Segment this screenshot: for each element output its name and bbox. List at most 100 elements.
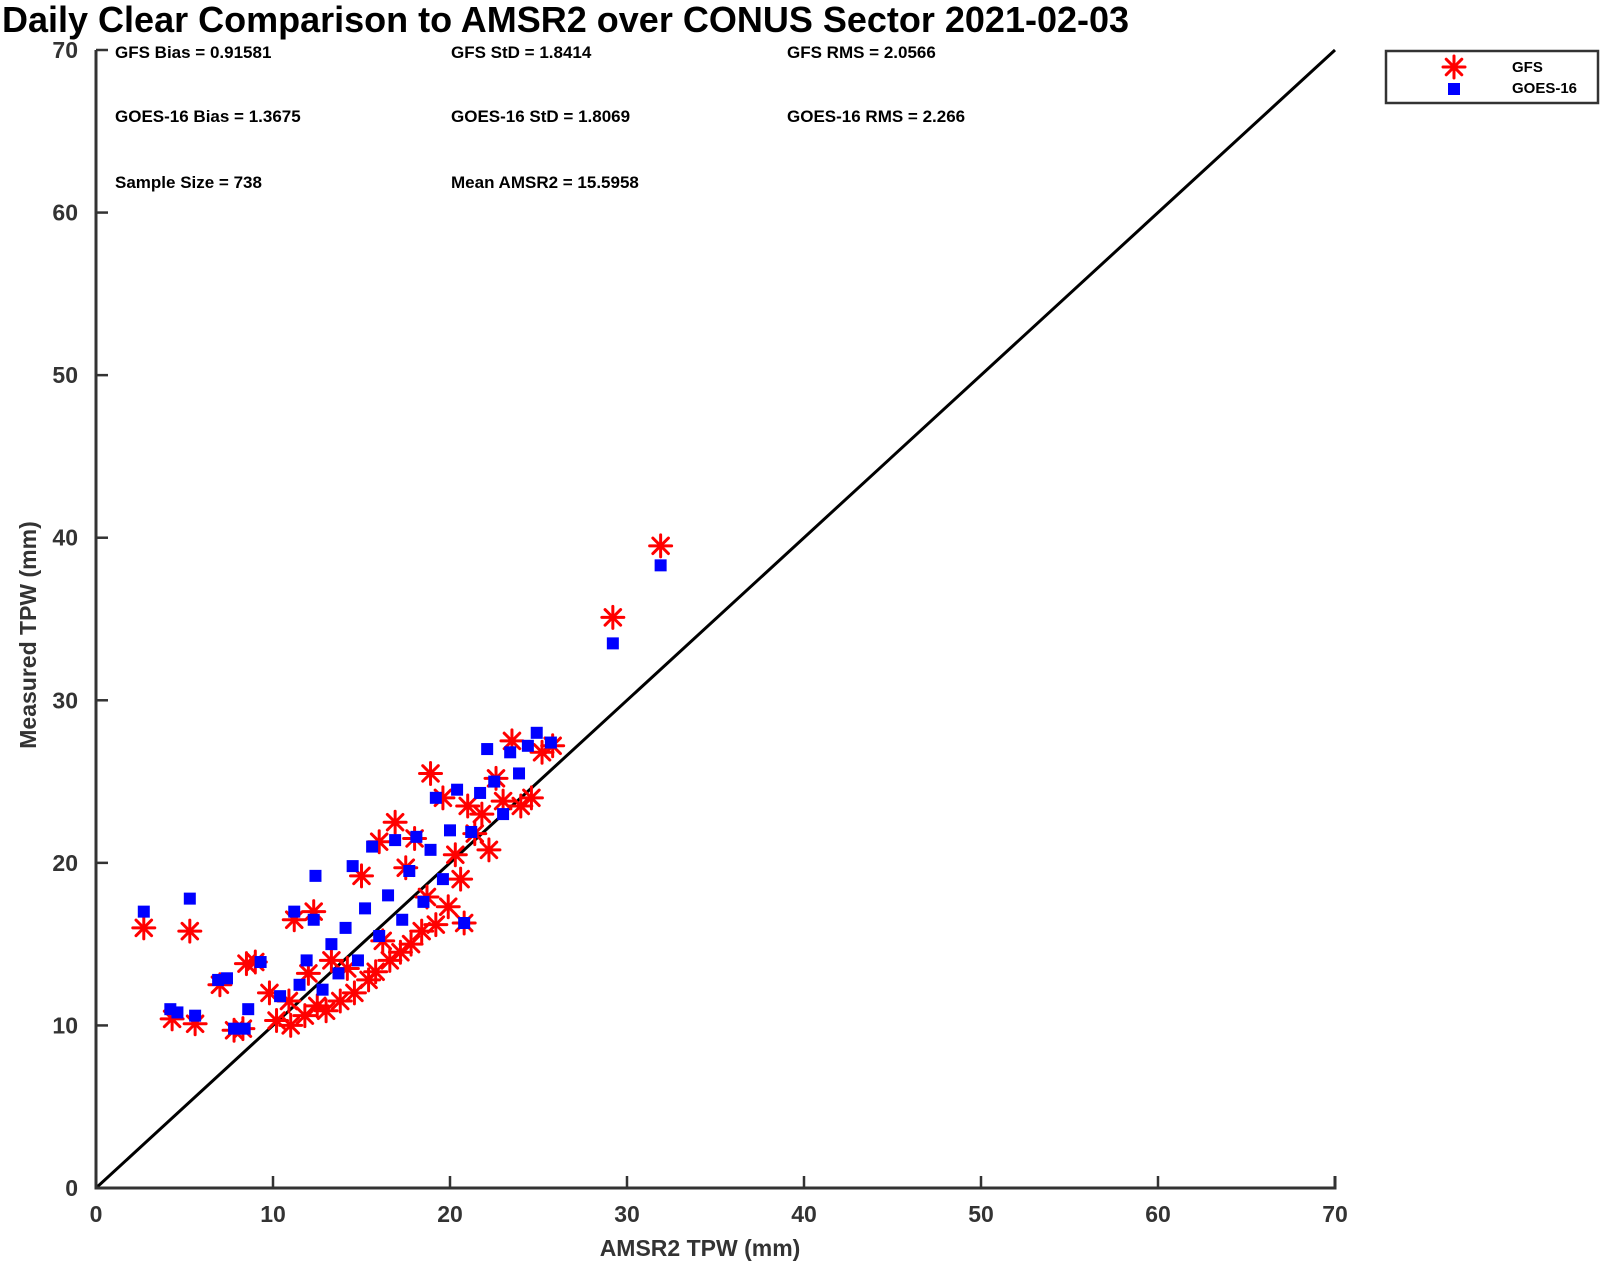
legend-goes16-marker <box>1448 83 1460 95</box>
goes16-point <box>497 808 510 821</box>
goes16-series <box>137 559 667 1035</box>
gfs-point <box>313 998 339 1024</box>
goes16-point <box>238 1022 251 1035</box>
legend-gfs-label: GFS <box>1512 59 1543 76</box>
x-tick-label: 50 <box>968 1201 994 1227</box>
goes16-point <box>339 921 352 934</box>
goes16-point <box>288 905 301 918</box>
legend-gfs-marker <box>1441 54 1467 80</box>
gfs-point <box>131 915 157 941</box>
gfs-point <box>292 1003 318 1029</box>
gfs-point <box>508 793 534 819</box>
goes16-point <box>300 954 313 967</box>
goes16-point <box>293 978 306 991</box>
goes16-point <box>183 892 196 905</box>
goes16-point <box>513 767 526 780</box>
y-tick-label: 50 <box>52 362 78 388</box>
stat-gfs-rms: GFS RMS = 2.0566 <box>787 43 936 62</box>
goes16-point <box>359 902 372 915</box>
goes16-point <box>137 905 150 918</box>
stat-gfs-std: GFS StD = 1.8414 <box>451 43 592 62</box>
goes16-point <box>274 990 287 1003</box>
gfs-point <box>600 604 626 630</box>
x-tick-label: 70 <box>1322 1201 1348 1227</box>
gfs-point <box>448 866 474 892</box>
gfs-series <box>131 533 674 1043</box>
goes16-point <box>346 860 359 873</box>
goes16-point <box>488 775 501 788</box>
goes16-point <box>458 917 471 930</box>
goes16-point <box>373 930 386 943</box>
stat-goes-rms: GOES-16 RMS = 2.266 <box>787 107 965 126</box>
goes16-point <box>530 726 543 739</box>
goes16-point <box>228 1022 241 1035</box>
goes16-point <box>325 938 338 951</box>
identity-line <box>94 48 1337 1190</box>
goes16-point <box>451 783 464 796</box>
goes16-point <box>481 743 494 756</box>
goes16-point <box>242 1003 255 1016</box>
legend-gfs-asterisk <box>1441 54 1467 80</box>
goes16-point <box>410 830 423 843</box>
stat-gfs-bias: GFS Bias = 0.91581 <box>115 43 271 62</box>
gfs-point <box>304 993 330 1019</box>
y-tick-label: 20 <box>52 850 78 876</box>
gfs-point <box>349 863 374 889</box>
goes16-point <box>465 825 478 838</box>
goes16-point <box>351 954 364 967</box>
x-tick-label: 40 <box>791 1201 817 1227</box>
goes16-point <box>366 840 379 853</box>
y-tick-label: 10 <box>52 1012 78 1038</box>
goes16-point <box>316 983 329 996</box>
x-tick-label: 0 <box>90 1201 103 1227</box>
goes16-point <box>424 843 437 856</box>
gfs-point <box>382 809 408 835</box>
goes16-point <box>396 913 409 926</box>
chart-title: Daily Clear Comparison to AMSR2 over CON… <box>2 0 1129 40</box>
gfs-point <box>363 959 389 985</box>
gfs-point <box>423 912 449 938</box>
x-tick-label: 20 <box>437 1201 463 1227</box>
goes16-point <box>429 791 442 804</box>
gfs-point <box>398 931 424 957</box>
legend-box <box>1384 49 1600 105</box>
goes16-point <box>504 746 517 759</box>
stat-mean-amsr2: Mean AMSR2 = 15.5958 <box>451 173 639 192</box>
gfs-point <box>476 837 502 863</box>
goes16-point <box>436 873 449 886</box>
x-tick-label: 30 <box>614 1201 640 1227</box>
stat-goes-std: GOES-16 StD = 1.8069 <box>451 107 630 126</box>
goes16-point <box>389 834 402 847</box>
goes16-point <box>332 967 345 980</box>
gfs-point <box>418 760 444 786</box>
goes16-point <box>606 637 619 650</box>
x-axis: 0 10 20 30 40 50 60 70 <box>90 1176 1348 1227</box>
gfs-point <box>442 842 468 868</box>
gfs-point <box>278 1012 304 1038</box>
goes16-point <box>171 1006 184 1019</box>
legend-goes16-label: GOES-16 <box>1512 80 1577 97</box>
goes16-point <box>254 956 267 969</box>
goes16-point <box>417 895 430 908</box>
goes16-point <box>189 1009 202 1022</box>
y-tick-label: 40 <box>52 525 78 551</box>
gfs-point <box>469 801 495 827</box>
gfs-point <box>518 785 544 811</box>
stat-sample-size: Sample Size = 738 <box>115 173 262 192</box>
x-tick-label: 60 <box>1145 1201 1171 1227</box>
goes16-point <box>307 913 320 926</box>
y-axis-label: Measured TPW (mm) <box>15 521 41 748</box>
legend: GFS GOES-16 <box>1384 49 1600 105</box>
stats-block: GFS Bias = 0.91581 GFS StD = 1.8414 GFS … <box>115 43 965 192</box>
goes16-point <box>444 824 456 837</box>
goes16-point <box>309 869 322 882</box>
y-tick-label: 70 <box>52 37 78 63</box>
y-tick-label: 0 <box>65 1175 78 1201</box>
x-axis-label: AMSR2 TPW (mm) <box>600 1235 801 1261</box>
goes16-point <box>544 736 557 749</box>
x-tick-label: 10 <box>260 1201 286 1227</box>
y-tick-label: 60 <box>52 200 78 226</box>
goes16-point <box>382 889 395 902</box>
goes16-point <box>521 739 534 752</box>
